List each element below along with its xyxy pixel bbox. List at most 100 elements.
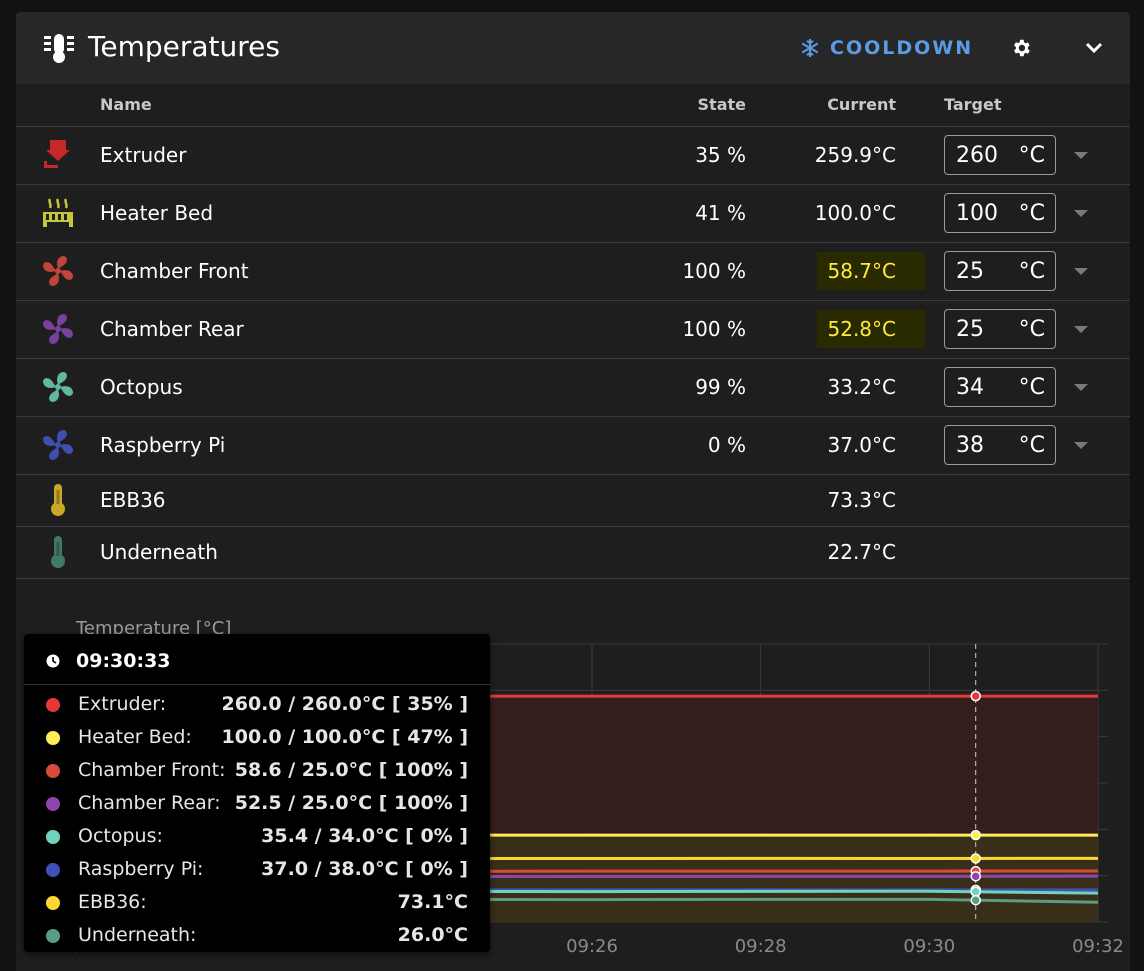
series-point <box>970 894 981 906</box>
target-input[interactable]: 25 °C <box>944 251 1056 291</box>
target-input[interactable]: 260 °C <box>944 135 1056 175</box>
series-point <box>970 871 981 882</box>
sensor-row: Chamber Front 100 % 58.7°C 25 °C <box>16 242 1130 301</box>
current-highlight <box>817 252 925 290</box>
tooltip-label: Extruder: <box>78 693 167 715</box>
tooltip-value: 26.0°C <box>397 924 468 946</box>
x-tick-label: 09:26 <box>566 936 618 957</box>
gear-icon[interactable] <box>1010 37 1032 59</box>
sensor-state: 35 % <box>695 143 746 167</box>
target-value: 260 <box>956 143 998 168</box>
col-current: Current <box>827 95 896 114</box>
target-unit: °C <box>1018 433 1045 458</box>
sensor-name: Heater Bed <box>100 201 214 225</box>
sensor-row: Raspberry Pi 0 % 37.0°C 38 °C <box>16 416 1130 475</box>
tooltip-entry: EBB36: 73.1°C <box>24 887 490 920</box>
target-value: 25 <box>956 259 984 284</box>
x-tick-label: 09:30 <box>903 936 955 957</box>
target-input[interactable]: 100 °C <box>944 193 1056 233</box>
series-dot <box>46 929 60 943</box>
target-input[interactable]: 25 °C <box>944 309 1056 349</box>
tooltip-entry: Octopus: 35.4 / 34.0°C [ 0% ] <box>24 821 490 854</box>
tooltip-label: Underneath: <box>78 924 197 946</box>
panel-header: Temperatures COOLDOWN <box>16 12 1130 84</box>
target-preset-dropdown[interactable] <box>1074 442 1088 449</box>
thermometer-icon <box>51 484 65 516</box>
tooltip-entry: Raspberry Pi: 37.0 / 38.0°C [ 0% ] <box>24 854 490 887</box>
x-tick-label: 09:28 <box>735 936 787 957</box>
sensor-current: 37.0°C <box>827 433 897 457</box>
tooltip-label: EBB36: <box>78 891 147 913</box>
target-input[interactable]: 38 °C <box>944 425 1056 465</box>
sensor-name: Extruder <box>100 143 187 167</box>
sensor-name: Raspberry Pi <box>100 433 226 457</box>
tooltip-label: Heater Bed: <box>78 726 192 748</box>
extruder-icon <box>44 140 70 168</box>
tooltip-value: 100.0 / 100.0°C [ 47% ] <box>221 726 469 748</box>
target-unit: °C <box>1018 259 1045 284</box>
thermometer-icon <box>51 536 65 568</box>
target-value: 25 <box>956 317 984 342</box>
tooltip-value: 37.0 / 38.0°C [ 0% ] <box>261 858 468 880</box>
snowflake-icon <box>801 39 819 57</box>
tooltip-label: Octopus: <box>78 825 163 847</box>
tooltip-entry: Heater Bed: 100.0 / 100.0°C [ 47% ] <box>24 722 490 755</box>
tooltip-entry: Chamber Rear: 52.5 / 25.0°C [ 100% ] <box>24 788 490 821</box>
x-tick-label: 09:32 <box>1072 936 1124 957</box>
target-preset-dropdown[interactable] <box>1074 384 1088 391</box>
target-preset-dropdown[interactable] <box>1074 268 1088 275</box>
tooltip-value: 58.6 / 25.0°C [ 100% ] <box>234 759 468 781</box>
col-target: Target <box>944 95 1002 114</box>
fan-icon <box>43 430 73 460</box>
y-axis-label: Temperature [°C] <box>75 618 231 639</box>
sensor-row: Heater Bed 41 % 100.0°C 100 °C <box>16 184 1130 243</box>
chevron-down-icon[interactable] <box>1084 38 1104 58</box>
cooldown-label: COOLDOWN <box>830 37 974 59</box>
target-value: 38 <box>956 433 984 458</box>
sensor-name: Chamber Front <box>100 259 249 283</box>
sensor-name: EBB36 <box>100 488 166 512</box>
sensor-current: 100.0°C <box>814 201 896 225</box>
sensor-current: 33.2°C <box>827 375 897 399</box>
target-unit: °C <box>1018 143 1045 168</box>
sensor-name: Octopus <box>100 375 183 399</box>
sensor-row: Extruder 35 % 259.9°C 260 °C <box>16 126 1130 185</box>
series-dot <box>46 797 60 811</box>
target-value: 34 <box>956 375 984 400</box>
series-dot <box>46 830 60 844</box>
target-preset-dropdown[interactable] <box>1074 210 1088 217</box>
tooltip-value: 52.5 / 25.0°C [ 100% ] <box>234 792 468 814</box>
cooldown-button[interactable]: COOLDOWN <box>800 34 973 62</box>
sensor-state: 99 % <box>695 375 746 399</box>
sensor-row: EBB36 73.3°C <box>16 474 1130 527</box>
tooltip-entry: Underneath: 26.0°C <box>24 920 490 953</box>
fan-icon <box>43 372 73 402</box>
col-state: State <box>697 95 746 114</box>
current-highlight <box>817 310 925 348</box>
tooltip-value: 35.4 / 34.0°C [ 0% ] <box>261 825 468 847</box>
series-dot <box>46 764 60 778</box>
col-name: Name <box>100 95 152 114</box>
sensor-row: Octopus 99 % 33.2°C 34 °C <box>16 358 1130 417</box>
sensor-row: Underneath 22.7°C <box>16 526 1130 579</box>
sensor-current: 22.7°C <box>827 540 897 564</box>
tooltip-header: 09:30:33 <box>24 634 490 685</box>
clock-icon <box>46 654 60 668</box>
target-value: 100 <box>956 201 998 226</box>
sensor-state: 100 % <box>682 259 746 283</box>
tooltip-entry: Chamber Front: 58.6 / 25.0°C [ 100% ] <box>24 755 490 788</box>
tooltip-label: Chamber Rear: <box>78 792 221 814</box>
series-dot <box>46 896 60 910</box>
sensor-state: 0 % <box>707 433 746 457</box>
target-input[interactable]: 34 °C <box>944 367 1056 407</box>
target-unit: °C <box>1018 201 1045 226</box>
target-unit: °C <box>1018 317 1045 342</box>
series-point <box>970 886 981 898</box>
sensor-row: Chamber Rear 100 % 52.8°C 25 °C <box>16 300 1130 359</box>
heater-bed-icon <box>43 198 73 227</box>
chart-tooltip: 09:30:33 Extruder: 260.0 / 260.0°C [ 35% … <box>24 634 490 952</box>
tooltip-value: 73.1°C <box>397 891 468 913</box>
series-dot <box>46 863 60 877</box>
target-preset-dropdown[interactable] <box>1074 326 1088 333</box>
target-preset-dropdown[interactable] <box>1074 152 1088 159</box>
